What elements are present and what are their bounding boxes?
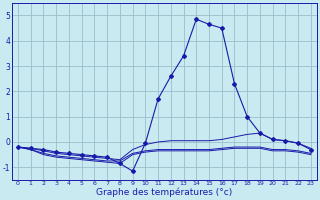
X-axis label: Graphe des températures (°c): Graphe des températures (°c) xyxy=(96,188,233,197)
